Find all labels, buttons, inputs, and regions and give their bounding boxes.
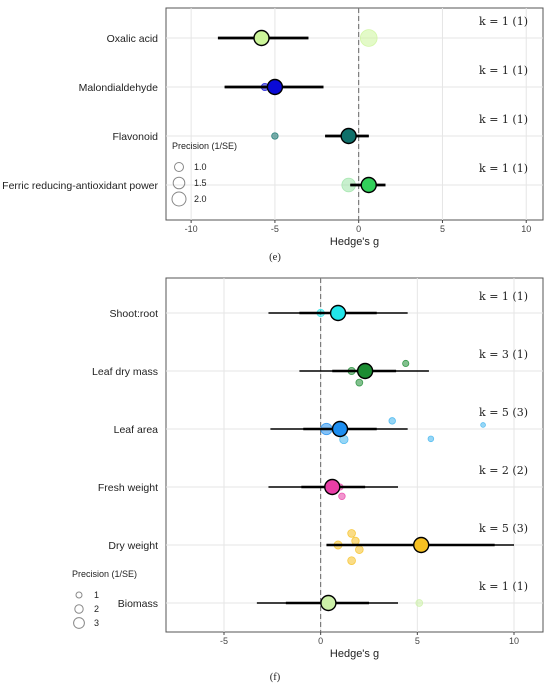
plot-area: [165, 277, 544, 633]
legend-size-marker: [174, 162, 184, 172]
panel-e-forest-plot: Oxalic acid k = 1 (1) Malondialdehyde k = 1…: [2, 7, 544, 263]
x-tick-label: 0: [356, 224, 361, 234]
legend-title: Precision (1/SE): [72, 569, 137, 579]
legend-title: Precision (1/SE): [172, 141, 237, 151]
study-point: [359, 29, 378, 47]
k-label: k = 1 (1): [479, 64, 528, 77]
k-label: k = 1 (1): [479, 162, 528, 175]
precision-legend: Precision (1/SE) 1 2 3: [72, 569, 137, 629]
row-label: Dry weight: [108, 540, 158, 552]
forest-row: Oxalic acid k = 1 (1): [107, 15, 528, 47]
forest-row: Biomass k = 1 (1): [118, 580, 528, 612]
panel-caption: (e): [269, 252, 281, 263]
row-label: Biomass: [118, 598, 158, 610]
pooled-estimate-point: [329, 304, 347, 322]
study-point: [415, 599, 424, 607]
k-label: k = 1 (1): [479, 290, 528, 303]
forest-row: Flavonoid k = 1 (1): [112, 113, 528, 145]
legend-size-marker: [172, 176, 186, 190]
x-tick-label: 5: [440, 224, 445, 234]
k-label: k = 2 (2): [479, 464, 528, 477]
k-label: k = 1 (1): [479, 113, 528, 126]
x-tick-label: 10: [521, 224, 531, 234]
k-label: k = 1 (1): [479, 580, 528, 593]
legend-label: 2.0: [194, 194, 207, 204]
forest-row: Leaf area k = 5 (3): [114, 406, 528, 445]
pooled-estimate-point: [360, 176, 377, 194]
forest-row: Dry weight k = 5 (3): [108, 522, 528, 565]
pooled-estimate-point: [253, 29, 270, 47]
forest-row: Malondialdehyde k = 1 (1): [79, 64, 528, 96]
pooled-estimate-point: [413, 536, 430, 554]
x-tick-label: -10: [185, 224, 198, 234]
precision-legend: Precision (1/SE) 1.0 1.5 2.0: [171, 141, 237, 207]
k-label: k = 5 (3): [479, 406, 528, 419]
forest-row: Shoot:root k = 1 (1): [110, 290, 528, 322]
pooled-estimate-point: [266, 78, 284, 96]
row-label: Leaf dry mass: [92, 366, 158, 378]
x-tick-label: 10: [509, 636, 519, 646]
legend-label: 3: [94, 618, 99, 628]
legend-label: 1.5: [194, 178, 207, 188]
row-label: Flavonoid: [112, 131, 158, 143]
legend-label: 2: [94, 604, 99, 614]
row-label: Ferric reducing-antioxidant power: [2, 180, 158, 192]
x-tick-label: -5: [220, 636, 228, 646]
forest-row: Leaf dry mass k = 3 (1): [92, 348, 528, 387]
legend-label: 1.0: [194, 162, 207, 172]
row-label: Fresh weight: [98, 482, 158, 494]
k-label: k = 3 (1): [479, 348, 528, 361]
study-point: [338, 492, 346, 500]
study-point: [347, 556, 356, 565]
legend-size-marker: [75, 591, 83, 599]
study-point: [355, 378, 364, 387]
study-point: [355, 545, 364, 554]
study-point: [271, 132, 279, 140]
forest-row: Fresh weight k = 2 (2): [98, 464, 528, 500]
x-tick-label: 5: [415, 636, 420, 646]
row-label: Malondialdehyde: [79, 82, 159, 94]
legend-size-marker: [73, 617, 85, 629]
x-axis-label: Hedge's g: [330, 236, 379, 248]
legend-label: 1: [94, 590, 99, 600]
pooled-estimate-point: [320, 594, 337, 612]
pooled-estimate-point: [356, 362, 374, 380]
study-point: [427, 435, 435, 443]
legend-size-marker: [74, 604, 84, 614]
x-axis-label: Hedge's g: [330, 648, 379, 660]
k-label: k = 5 (3): [479, 522, 528, 535]
pooled-estimate-point: [331, 420, 349, 438]
study-point: [351, 536, 360, 546]
study-point: [347, 529, 356, 538]
pooled-estimate-point: [324, 478, 341, 496]
panel-caption: (f): [270, 672, 281, 683]
row-label: Shoot:root: [110, 308, 159, 320]
legend-size-marker: [171, 191, 187, 207]
pooled-estimate-point: [340, 127, 357, 145]
k-label: k = 1 (1): [479, 15, 528, 28]
forest-row: Ferric reducing-antioxidant power k = 1 (…: [2, 162, 528, 194]
x-tick-label: 0: [318, 636, 323, 646]
study-point: [388, 417, 396, 425]
study-point: [402, 359, 410, 368]
study-point: [480, 422, 486, 428]
x-tick-label: -5: [271, 224, 279, 234]
row-label: Oxalic acid: [107, 33, 159, 45]
panel-f-forest-plot: Shoot:root k = 1 (1) Leaf dry mass k = 3 (1…: [72, 277, 544, 683]
row-label: Leaf area: [114, 424, 159, 436]
